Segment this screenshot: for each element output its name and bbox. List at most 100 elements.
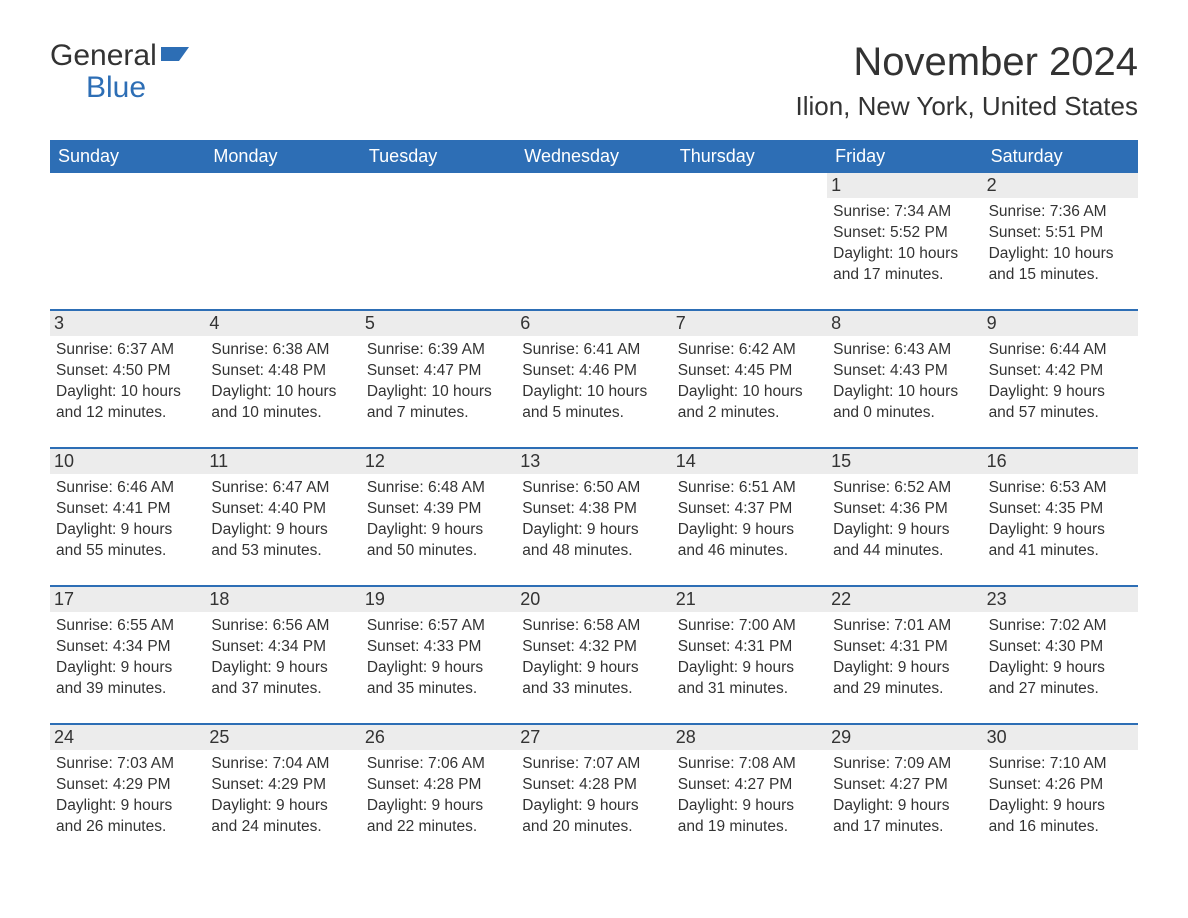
- sunrise-line: Sunrise: 6:52 AM: [833, 478, 976, 499]
- weekday-tuesday: Tuesday: [361, 140, 516, 173]
- sunrise-line: Sunrise: 6:46 AM: [56, 478, 199, 499]
- day-number: 22: [827, 587, 982, 612]
- day-number: 21: [672, 587, 827, 612]
- day-cell: 24Sunrise: 7:03 AMSunset: 4:29 PMDayligh…: [50, 725, 205, 845]
- daylight-line: Daylight: 10 hours and 15 minutes.: [989, 244, 1132, 286]
- daylight-line: Daylight: 9 hours and 27 minutes.: [989, 658, 1132, 700]
- sunset-line: Sunset: 4:36 PM: [833, 499, 976, 520]
- sunrise-line: Sunrise: 6:51 AM: [678, 478, 821, 499]
- sunrise-line: Sunrise: 6:47 AM: [211, 478, 354, 499]
- day-number: 7: [672, 311, 827, 336]
- day-cell: [50, 173, 205, 293]
- sunrise-line: Sunrise: 6:58 AM: [522, 616, 665, 637]
- sunset-line: Sunset: 4:34 PM: [211, 637, 354, 658]
- weekday-monday: Monday: [205, 140, 360, 173]
- location: Ilion, New York, United States: [795, 91, 1138, 122]
- sunrise-line: Sunrise: 7:01 AM: [833, 616, 976, 637]
- day-cell: [516, 173, 671, 293]
- day-number: 17: [50, 587, 205, 612]
- day-cell: 4Sunrise: 6:38 AMSunset: 4:48 PMDaylight…: [205, 311, 360, 431]
- sunset-line: Sunset: 4:28 PM: [367, 775, 510, 796]
- week-row: 1Sunrise: 7:34 AMSunset: 5:52 PMDaylight…: [50, 173, 1138, 293]
- day-number: 28: [672, 725, 827, 750]
- daylight-line: Daylight: 10 hours and 7 minutes.: [367, 382, 510, 424]
- daylight-line: Daylight: 9 hours and 53 minutes.: [211, 520, 354, 562]
- day-cell: 23Sunrise: 7:02 AMSunset: 4:30 PMDayligh…: [983, 587, 1138, 707]
- logo-word1: General: [50, 40, 157, 72]
- weekday-sunday: Sunday: [50, 140, 205, 173]
- sunset-line: Sunset: 5:52 PM: [833, 223, 976, 244]
- day-number: 10: [50, 449, 205, 474]
- day-cell: 21Sunrise: 7:00 AMSunset: 4:31 PMDayligh…: [672, 587, 827, 707]
- day-number: 2: [983, 173, 1138, 198]
- sunset-line: Sunset: 4:50 PM: [56, 361, 199, 382]
- day-cell: 13Sunrise: 6:50 AMSunset: 4:38 PMDayligh…: [516, 449, 671, 569]
- day-number: 14: [672, 449, 827, 474]
- sunrise-line: Sunrise: 6:53 AM: [989, 478, 1132, 499]
- weekday-friday: Friday: [827, 140, 982, 173]
- sunrise-line: Sunrise: 6:43 AM: [833, 340, 976, 361]
- sunrise-line: Sunrise: 7:03 AM: [56, 754, 199, 775]
- day-number: 6: [516, 311, 671, 336]
- day-cell: 14Sunrise: 6:51 AMSunset: 4:37 PMDayligh…: [672, 449, 827, 569]
- sunset-line: Sunset: 4:47 PM: [367, 361, 510, 382]
- day-number: 9: [983, 311, 1138, 336]
- month-title: November 2024: [795, 40, 1138, 85]
- sunrise-line: Sunrise: 6:44 AM: [989, 340, 1132, 361]
- sunrise-line: Sunrise: 7:06 AM: [367, 754, 510, 775]
- daylight-line: Daylight: 9 hours and 44 minutes.: [833, 520, 976, 562]
- daylight-line: Daylight: 9 hours and 16 minutes.: [989, 796, 1132, 838]
- day-cell: 20Sunrise: 6:58 AMSunset: 4:32 PMDayligh…: [516, 587, 671, 707]
- daylight-line: Daylight: 9 hours and 41 minutes.: [989, 520, 1132, 562]
- day-number: 26: [361, 725, 516, 750]
- sunrise-line: Sunrise: 6:50 AM: [522, 478, 665, 499]
- day-cell: 26Sunrise: 7:06 AMSunset: 4:28 PMDayligh…: [361, 725, 516, 845]
- daylight-line: Daylight: 9 hours and 46 minutes.: [678, 520, 821, 562]
- sunset-line: Sunset: 4:46 PM: [522, 361, 665, 382]
- day-cell: 3Sunrise: 6:37 AMSunset: 4:50 PMDaylight…: [50, 311, 205, 431]
- daylight-line: Daylight: 9 hours and 31 minutes.: [678, 658, 821, 700]
- daylight-line: Daylight: 9 hours and 55 minutes.: [56, 520, 199, 562]
- week-row: 3Sunrise: 6:37 AMSunset: 4:50 PMDaylight…: [50, 309, 1138, 431]
- sunset-line: Sunset: 4:31 PM: [678, 637, 821, 658]
- daylight-line: Daylight: 9 hours and 17 minutes.: [833, 796, 976, 838]
- weekday-thursday: Thursday: [672, 140, 827, 173]
- sunset-line: Sunset: 4:45 PM: [678, 361, 821, 382]
- day-cell: 15 Sunrise: 6:52 AMSunset: 4:36 PMDayligh…: [827, 449, 982, 569]
- daylight-line: Daylight: 10 hours and 2 minutes.: [678, 382, 821, 424]
- sunset-line: Sunset: 4:30 PM: [989, 637, 1132, 658]
- sunset-line: Sunset: 4:29 PM: [56, 775, 199, 796]
- day-number: 8: [827, 311, 982, 336]
- daylight-line: Daylight: 9 hours and 39 minutes.: [56, 658, 199, 700]
- day-cell: 8Sunrise: 6:43 AMSunset: 4:43 PMDaylight…: [827, 311, 982, 431]
- sunset-line: Sunset: 4:26 PM: [989, 775, 1132, 796]
- daylight-line: Daylight: 10 hours and 17 minutes.: [833, 244, 976, 286]
- sunset-line: Sunset: 4:38 PM: [522, 499, 665, 520]
- day-cell: 18Sunrise: 6:56 AMSunset: 4:34 PMDayligh…: [205, 587, 360, 707]
- sunset-line: Sunset: 4:39 PM: [367, 499, 510, 520]
- day-cell: 25Sunrise: 7:04 AMSunset: 4:29 PMDayligh…: [205, 725, 360, 845]
- day-cell: 17Sunrise: 6:55 AMSunset: 4:34 PMDayligh…: [50, 587, 205, 707]
- week-row: 17Sunrise: 6:55 AMSunset: 4:34 PMDayligh…: [50, 585, 1138, 707]
- daylight-line: Daylight: 9 hours and 57 minutes.: [989, 382, 1132, 424]
- sunset-line: Sunset: 4:31 PM: [833, 637, 976, 658]
- sunset-line: Sunset: 4:41 PM: [56, 499, 199, 520]
- day-number: 16: [983, 449, 1138, 474]
- calendar: SundayMondayTuesdayWednesdayThursdayFrid…: [50, 140, 1138, 845]
- sunrise-line: Sunrise: 7:10 AM: [989, 754, 1132, 775]
- sunrise-line: Sunrise: 7:07 AM: [522, 754, 665, 775]
- day-number: 19: [361, 587, 516, 612]
- day-number: 12: [361, 449, 516, 474]
- logo-word2: Blue: [86, 72, 195, 104]
- day-cell: [672, 173, 827, 293]
- day-cell: 22Sunrise: 7:01 AMSunset: 4:31 PMDayligh…: [827, 587, 982, 707]
- weekday-wednesday: Wednesday: [516, 140, 671, 173]
- day-cell: [205, 173, 360, 293]
- day-number: 15: [827, 449, 982, 474]
- daylight-line: Daylight: 9 hours and 24 minutes.: [211, 796, 354, 838]
- logo: General Blue: [50, 40, 195, 103]
- day-cell: [361, 173, 516, 293]
- sunrise-line: Sunrise: 6:57 AM: [367, 616, 510, 637]
- daylight-line: Daylight: 9 hours and 48 minutes.: [522, 520, 665, 562]
- day-number: 20: [516, 587, 671, 612]
